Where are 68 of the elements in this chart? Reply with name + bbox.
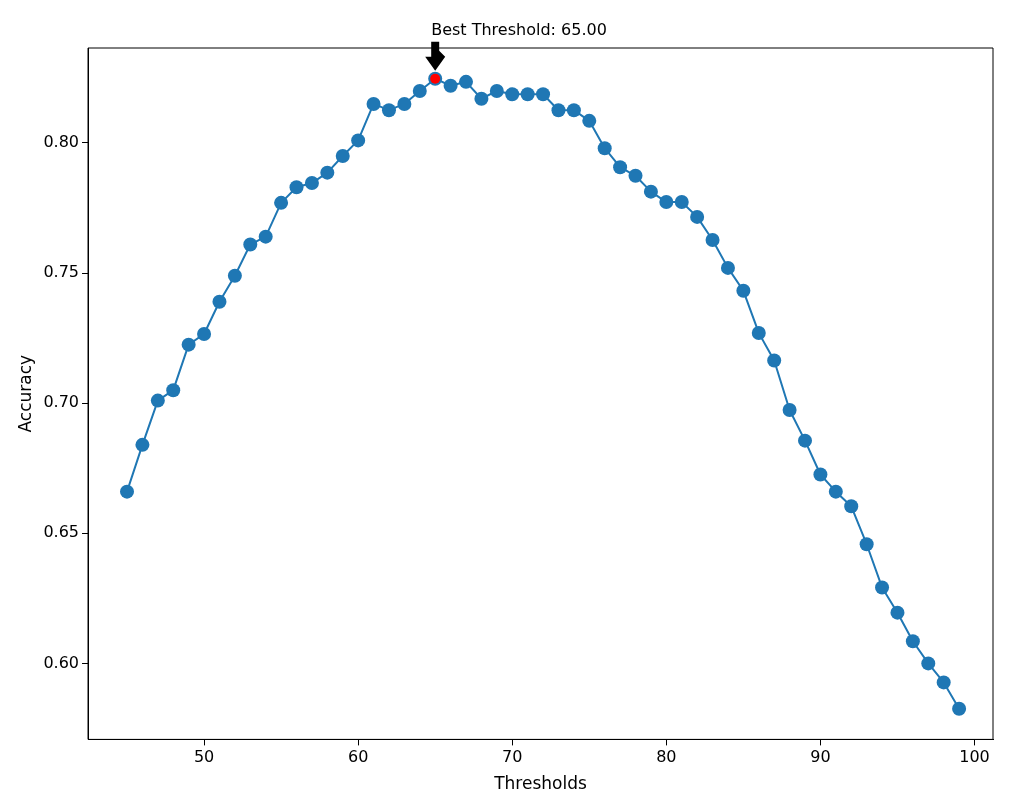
point	[150, 393, 165, 408]
point	[875, 580, 890, 595]
point	[520, 87, 535, 102]
point	[536, 87, 551, 102]
x-tick-label: 50	[193, 747, 215, 767]
point	[659, 195, 674, 210]
x-tick-label: 100	[959, 747, 990, 767]
point	[582, 113, 597, 128]
point	[952, 701, 967, 716]
point	[120, 484, 135, 499]
point	[859, 537, 874, 552]
point	[690, 209, 705, 224]
point	[381, 103, 396, 118]
point	[566, 103, 581, 118]
point	[890, 605, 905, 620]
point	[135, 437, 150, 452]
point	[628, 168, 643, 183]
point	[936, 675, 951, 690]
point	[243, 237, 258, 252]
point	[798, 433, 813, 448]
point	[828, 484, 843, 499]
point	[551, 103, 566, 118]
point	[289, 180, 304, 195]
point	[782, 402, 797, 417]
point	[921, 656, 936, 671]
y-axis-title: Accuracy	[14, 354, 35, 433]
x-tick-label: 70	[502, 747, 523, 767]
point	[212, 294, 227, 309]
point	[166, 383, 181, 398]
point	[813, 467, 828, 482]
point	[905, 634, 920, 649]
point	[474, 91, 489, 106]
point	[181, 337, 196, 352]
y-tick-label: 0.75	[43, 262, 80, 282]
point	[320, 165, 335, 180]
point	[597, 141, 612, 156]
point	[258, 229, 273, 244]
point	[412, 83, 427, 98]
annotation: Best Threshold: 65.00	[431, 19, 607, 39]
x-tick-label: 90	[810, 747, 831, 767]
y-tick-label: 0.70	[43, 392, 80, 412]
point	[459, 74, 474, 89]
x-tick-label: 60	[347, 747, 369, 767]
point	[397, 96, 412, 111]
point	[489, 83, 504, 98]
point	[751, 325, 766, 340]
point	[844, 499, 859, 514]
point	[274, 195, 289, 210]
point	[705, 233, 720, 248]
point	[643, 184, 658, 199]
point	[674, 195, 689, 210]
point	[304, 176, 319, 191]
point	[197, 326, 212, 341]
point	[443, 78, 458, 93]
x-axis-title: Thresholds	[493, 773, 587, 794]
y-tick-label: 0.80	[43, 132, 80, 152]
point	[720, 260, 735, 275]
point	[227, 268, 242, 283]
x-tick-label: 80	[656, 747, 677, 767]
point	[335, 148, 350, 163]
point	[613, 160, 628, 175]
point	[351, 133, 366, 148]
y-tick-label: 0.65	[43, 522, 80, 542]
point	[366, 96, 381, 111]
y-tick-label: 0.60	[43, 652, 80, 672]
point	[767, 353, 782, 368]
point	[505, 87, 520, 102]
point	[736, 283, 751, 298]
